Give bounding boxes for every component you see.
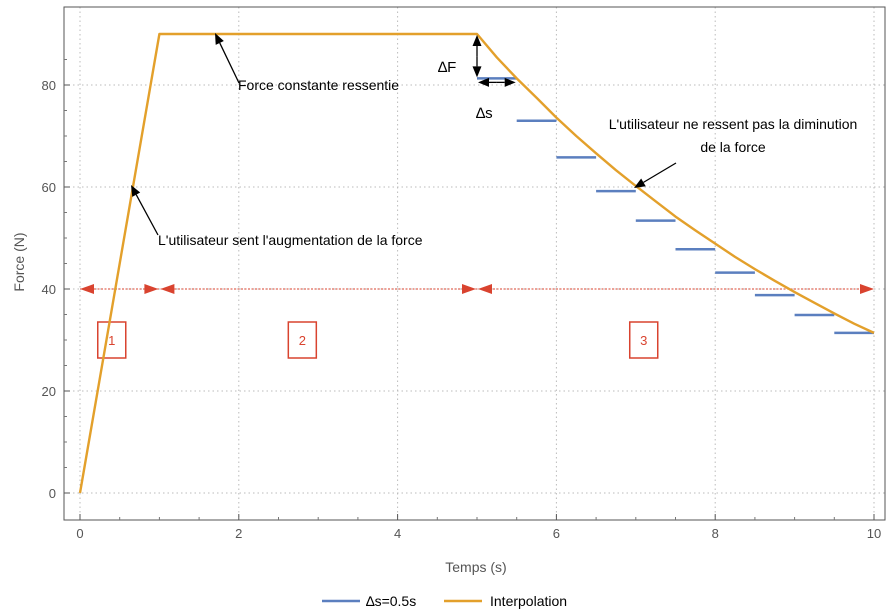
x-tick-label: 2: [235, 526, 242, 541]
legend: ∆s=0.5s Interpolation: [322, 593, 567, 609]
zone-arrowhead-right: [144, 284, 159, 294]
y-tick-label: 20: [42, 384, 56, 399]
zone-arrowhead-left: [160, 284, 175, 294]
legend-label-steps: ∆s=0.5s: [366, 593, 416, 609]
delta-force-arrow-down: [472, 56, 482, 78]
x-tick-label: 0: [76, 526, 83, 541]
arrow-shaft: [135, 194, 159, 236]
delta-time-arrow-right: [496, 77, 516, 87]
y-tick-label: 0: [49, 486, 56, 501]
delta-markers: ∆F ∆s: [438, 35, 516, 122]
zone-box: [287, 321, 318, 359]
x-tick-label: 6: [553, 526, 560, 541]
arrow-head: [478, 77, 489, 87]
y-tick-label: 80: [42, 78, 56, 93]
zone-arrowhead-left: [80, 284, 94, 294]
arrow-head: [634, 178, 646, 188]
annotation-arrow-augmentation: [131, 185, 159, 236]
x-axis-label: Temps (s): [445, 559, 506, 575]
arrow-shaft: [643, 162, 677, 183]
arrow-head: [472, 66, 482, 78]
x-tick-label: 8: [712, 526, 719, 541]
x-tick-label: 4: [394, 526, 401, 541]
zone-arrowhead-right: [860, 284, 874, 294]
y-tick-label: 60: [42, 180, 56, 195]
zone-label: 2: [299, 333, 306, 348]
zone-label: 3: [640, 333, 647, 348]
grid: [64, 7, 886, 520]
zone-arrowhead-right: [462, 284, 476, 294]
arrow-shaft: [219, 42, 240, 84]
zone-label: 1: [108, 333, 115, 348]
zones: 1 2 3: [80, 284, 874, 359]
zone-arrowhead-left: [478, 284, 492, 294]
x-tick-label: 10: [867, 526, 881, 541]
arrow-head: [215, 33, 224, 45]
legend-label-interpolation: Interpolation: [490, 593, 567, 609]
delta-time-arrow-left: [478, 77, 497, 87]
delta-force-label: ∆F: [438, 59, 456, 76]
plot-frame: [63, 6, 886, 521]
annotation-force-constante: Force constante ressentie: [238, 77, 399, 93]
arrow-head: [131, 185, 141, 197]
delta-time-label: ∆s: [476, 105, 493, 122]
interpolation-line: [78, 32, 875, 494]
annotation-diminution-line1: L'utilisateur ne ressent pas la diminuti…: [609, 116, 858, 132]
annotations: Force constante ressentie L'utilisateur s…: [131, 33, 857, 248]
zone-box: [97, 321, 127, 359]
zone-box: [628, 321, 659, 359]
delta-force-arrow-up: [472, 35, 482, 57]
axis-ticks: 0 2 4 6 8 10 0 20 40 60 80: [42, 59, 881, 541]
arrow-head: [504, 77, 516, 87]
annotation-arrow-force-constante: [215, 33, 240, 84]
y-axis-label: Force (N): [11, 232, 27, 291]
step-series: [477, 77, 874, 335]
y-tick-label: 40: [42, 282, 56, 297]
arrow-head: [472, 35, 482, 46]
annotation-diminution-line2: de la force: [700, 139, 766, 155]
annotation-augmentation: L'utilisateur sent l'augmentation de la …: [158, 232, 423, 248]
annotation-arrow-diminution: [634, 162, 677, 188]
